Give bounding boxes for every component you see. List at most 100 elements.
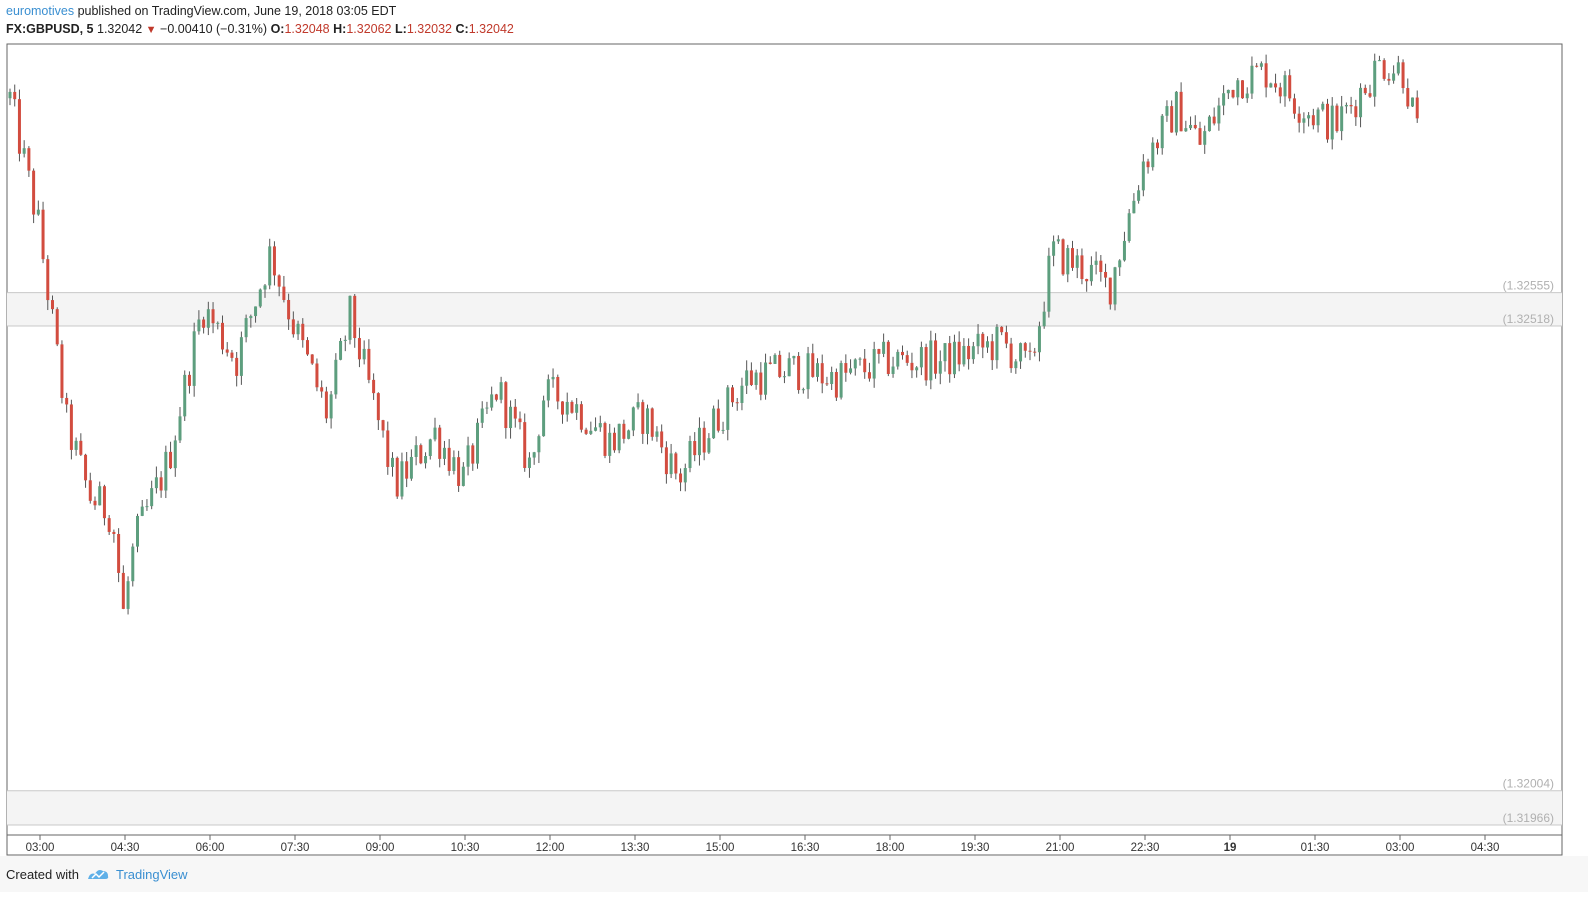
candle-body (617, 423, 621, 451)
symbol-label[interactable]: FX:GBPUSD, 5 (6, 22, 94, 36)
candle-body (726, 387, 730, 430)
candle-body (518, 418, 522, 423)
footer: Created with TradingView (0, 856, 1588, 892)
candle-body (485, 407, 489, 409)
candle-body (1023, 343, 1027, 351)
candle-body (872, 349, 876, 379)
x-tick-label: 03:00 (1386, 842, 1415, 854)
candle-body (976, 333, 980, 347)
candle-body (1108, 277, 1112, 305)
candle-body (731, 387, 734, 403)
x-tick-label: 09:00 (366, 842, 395, 854)
x-tick-label: 16:30 (791, 842, 820, 854)
candle-body (820, 363, 824, 384)
candle-body (986, 341, 989, 348)
change-value: −0.00410 (−0.31%) (160, 22, 268, 36)
candle-body (1335, 105, 1339, 132)
candle-body (409, 456, 413, 479)
candle-body (84, 454, 88, 481)
candle-body (272, 246, 276, 276)
candle-body (395, 457, 399, 497)
candle-body (1014, 361, 1018, 369)
candle-body (513, 406, 517, 419)
candle-body (1156, 142, 1159, 149)
candle-body (466, 445, 470, 467)
candle-body (551, 376, 555, 380)
candle-body (126, 581, 130, 609)
candle-body (376, 393, 380, 421)
candle-body (55, 309, 59, 345)
candle-body (664, 447, 668, 475)
candle-body (471, 445, 475, 464)
candle-body (636, 402, 640, 408)
candle-body (1137, 190, 1141, 201)
candle-body (556, 376, 560, 402)
candle-body (1151, 142, 1155, 168)
candle-body (1250, 65, 1254, 94)
candle-body (306, 340, 309, 355)
candle-body (995, 326, 999, 361)
candle-body (145, 506, 149, 508)
high-value: 1.32062 (346, 22, 392, 36)
candle-body (216, 322, 220, 324)
candle-body (414, 445, 418, 457)
price-level-labels: (1.32555) (1.32518) (1.32004) (1.31966) (1503, 279, 1554, 825)
candle-body (98, 486, 102, 506)
candle-body (1113, 267, 1117, 305)
candle-body (1047, 255, 1051, 312)
candle-body (159, 477, 163, 491)
candle-body (1146, 161, 1150, 168)
candle-body (768, 362, 772, 364)
candle-body (442, 447, 446, 459)
candle-body (164, 451, 168, 491)
candle-body (372, 379, 376, 394)
candle-body (206, 309, 210, 328)
price-level-label: (1.31966) (1503, 811, 1554, 825)
candle-body (447, 447, 451, 471)
candle-body (693, 441, 697, 456)
candle-body (381, 420, 385, 431)
candle-body (1326, 103, 1329, 140)
candle-body (830, 372, 834, 385)
author-link[interactable]: euromotives (6, 4, 75, 18)
candle-body (239, 337, 243, 376)
candle-body (579, 404, 583, 430)
candle-body (348, 295, 352, 340)
price-chart[interactable]: (1.32555) (1.32518) (1.32004) (1.31966) 03:… (0, 0, 1588, 856)
candle-body (1179, 91, 1183, 132)
candle-body (211, 309, 215, 324)
candle-body (178, 416, 182, 441)
candle-body (537, 436, 541, 453)
candle-body (230, 352, 234, 358)
candle-body (1274, 83, 1278, 88)
candle-body (542, 400, 546, 437)
candle-body (1344, 104, 1348, 107)
candle-body (69, 404, 73, 450)
candle-body (46, 259, 50, 301)
published-text: published on TradingView.com, June 19, 2… (77, 4, 397, 18)
candle-body (1359, 87, 1363, 118)
tradingview-brand-link[interactable]: TradingView (116, 867, 188, 882)
x-tick-label: 04:30 (1471, 842, 1500, 854)
candle-body (1259, 63, 1263, 67)
candle-body (154, 477, 158, 489)
candle-body (1122, 240, 1126, 261)
candle-body (1104, 271, 1108, 278)
tradingview-logo-icon[interactable] (86, 866, 110, 882)
candle-body (51, 300, 54, 310)
candle-body (1094, 260, 1098, 265)
close-label: C: (455, 22, 469, 36)
candle-body (584, 429, 588, 434)
candle-body (183, 374, 187, 417)
candle-body (504, 382, 508, 429)
candle-body (8, 91, 12, 99)
low-label: L: (395, 22, 407, 36)
candle-body (452, 457, 456, 471)
candle-body (1415, 97, 1419, 119)
candle-body (1321, 103, 1325, 110)
candle-body (1042, 311, 1046, 327)
candle-body (1330, 105, 1334, 140)
candle-body (367, 348, 371, 380)
candle-body (683, 468, 687, 483)
candle-body (1080, 255, 1084, 280)
